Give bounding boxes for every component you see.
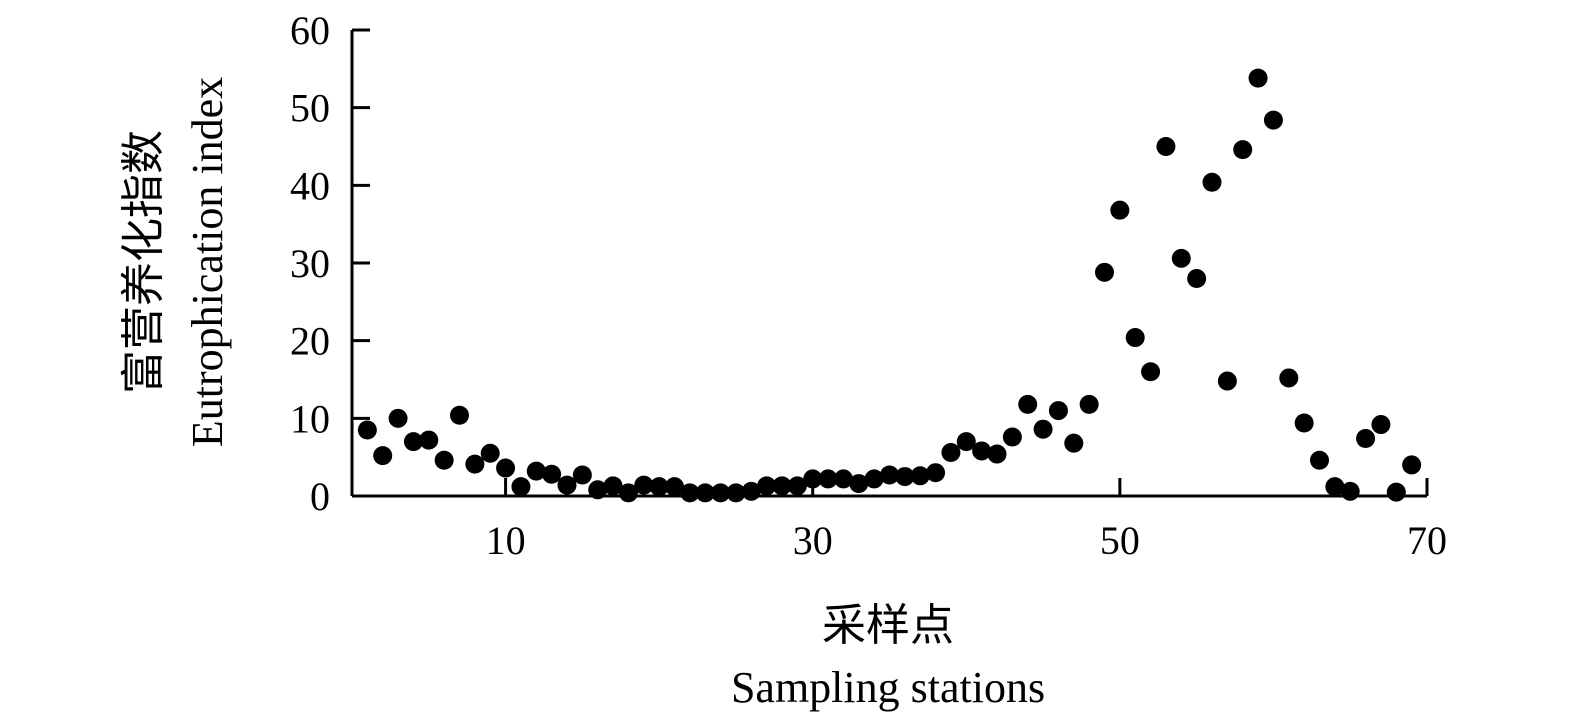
data-point [496,458,516,478]
data-point [480,443,500,463]
data-point [1048,401,1068,421]
data-points [357,68,1422,503]
data-point [849,474,869,494]
data-point [695,483,715,503]
data-point [649,477,669,497]
data-point [926,463,946,483]
data-point [1325,477,1345,497]
data-point [511,477,531,497]
y-tick-label: 60 [290,8,330,53]
y-tick-label: 10 [290,396,330,441]
data-point [665,477,684,497]
y-axis-title-en: Eutrophication index [183,77,232,447]
y-tick-label: 20 [290,319,330,364]
data-point [1156,137,1176,156]
data-point [1033,419,1053,439]
x-tick-label: 50 [1100,518,1140,563]
data-point [1125,328,1145,348]
x-axis-title-en: Sampling stations [731,663,1045,712]
y-tick-label: 40 [290,163,330,208]
y-tick-label: 50 [290,86,330,131]
data-point [741,481,761,501]
data-point [1310,450,1329,470]
data-point [542,464,562,484]
axes [350,30,1427,498]
data-point [1095,262,1114,282]
data-point [1064,433,1084,453]
data-point [1386,482,1406,502]
data-point [1079,394,1099,414]
data-point [1402,455,1422,475]
data-point [833,469,853,489]
data-point [403,432,423,452]
data-point [1340,481,1360,501]
data-point [434,450,454,470]
data-point [1248,68,1268,88]
data-point [557,475,577,495]
data-point [526,461,546,481]
data-point [1279,368,1299,388]
y-axis-title-cn: 富营养化指数 [119,130,168,394]
data-point [1294,413,1314,433]
data-point [357,420,377,440]
data-point [603,476,623,496]
data-point [1371,415,1391,435]
x-tick-label: 10 [486,518,526,563]
data-point [1171,248,1191,268]
data-point [1233,140,1253,160]
data-point [941,443,961,463]
y-ticks: 0 10 20 30 40 50 60 [290,8,370,519]
data-point [680,483,700,503]
data-point [373,446,393,466]
data-point [711,483,731,503]
data-point [419,430,439,450]
data-point [388,408,408,428]
data-point [1217,371,1237,391]
data-point [726,483,746,503]
x-tick-label: 30 [793,518,833,563]
data-point [1110,200,1130,220]
data-point [880,465,899,485]
data-point [1002,427,1022,447]
data-point [803,469,823,489]
data-point [1202,172,1222,192]
data-point [1187,269,1207,289]
data-point [572,465,592,485]
data-point [634,475,654,495]
data-point [1018,394,1038,414]
x-tick-label: 70 [1407,518,1447,563]
y-axis-title: 富营养化指数 Eutrophication index [119,77,232,447]
data-point [1141,362,1161,382]
data-point [956,432,976,452]
x-axis-title-cn: 采样点 [822,601,954,650]
data-point [787,476,807,496]
x-axis-title: 采样点 Sampling stations [731,601,1045,712]
data-point [772,476,792,496]
data-point [1356,429,1376,449]
x-ticks: 10 30 50 70 [486,478,1447,563]
data-point [465,454,485,474]
data-point [450,405,469,425]
data-point [910,466,930,486]
data-point [757,476,777,496]
data-point [818,469,838,489]
y-tick-label: 30 [290,241,330,286]
data-point [972,441,992,461]
data-point [864,469,884,489]
data-point [588,480,608,500]
y-tick-label: 0 [310,474,330,519]
data-point [895,467,915,487]
data-point [987,444,1007,464]
data-point [1263,110,1283,130]
data-point [618,483,638,503]
